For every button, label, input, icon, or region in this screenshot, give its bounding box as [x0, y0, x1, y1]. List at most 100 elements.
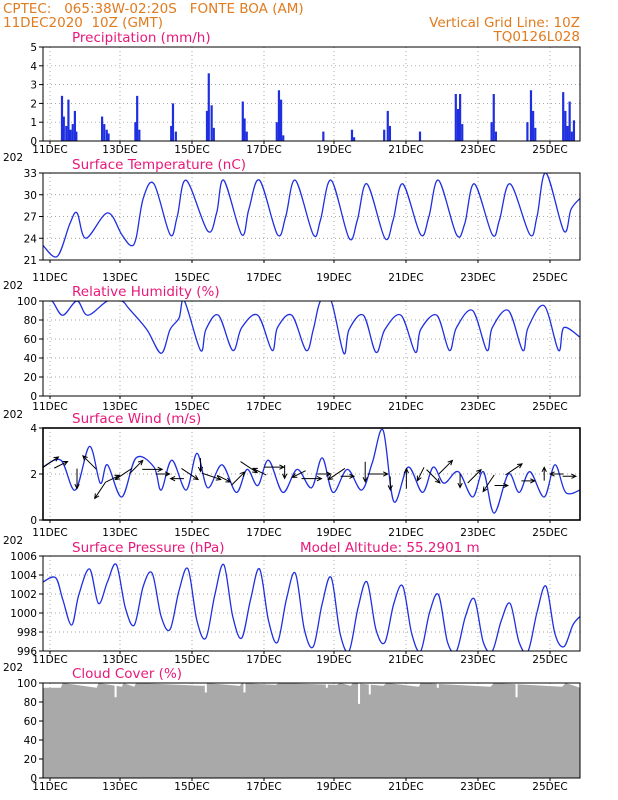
- xtick-label-4: 19DEC: [316, 654, 351, 666]
- xtick-label-3: 17DEC: [246, 654, 281, 666]
- xtick-label-3: 17DEC: [246, 401, 281, 413]
- precip-bar-20: [210, 105, 213, 141]
- ytick-label-2: 2: [30, 98, 37, 110]
- precip-bar-45: [532, 110, 535, 141]
- xtick-label-0: 11DEC: [32, 654, 67, 666]
- ytick-label-1: 2: [30, 469, 37, 481]
- ytick-label-3: 1002: [10, 589, 37, 601]
- xtick-label-5: 21DEC: [388, 401, 423, 413]
- wind-vector-32: [457, 474, 463, 489]
- plot-frame: [42, 555, 581, 652]
- wind-vector-6: [114, 468, 133, 481]
- wind-vector-37: [521, 478, 536, 484]
- plot-frame: [42, 427, 581, 521]
- wind-vector-3: [82, 455, 97, 470]
- wind-vector-34: [482, 474, 495, 493]
- xtick-label-5: 21DEC: [388, 781, 423, 793]
- ytick-label-1: 1: [30, 117, 37, 129]
- wind-vector-1: [54, 460, 69, 469]
- ytick-label-0: 21: [24, 255, 37, 267]
- xtick-label-2: 15DEC: [174, 781, 209, 793]
- precip-bar-23: [243, 118, 246, 141]
- wind-vector-11: [181, 468, 200, 481]
- precip-bar-21: [212, 127, 215, 141]
- cloud-gap-0: [114, 683, 117, 698]
- wind-vector-18: [263, 464, 286, 470]
- xtick-label-1: 13DEC: [102, 144, 137, 156]
- panel-precipitation: 0 1 2 3 4 5 11DEC 13DEC 15DEC 17DEC 19DEC 21DEC 23DE…: [3, 30, 581, 164]
- precip-bar-51: [570, 131, 573, 141]
- ytick-label-1: 20: [24, 754, 37, 766]
- panel-humidity: 0 20 40 60 80 100 11DEC 13DEC 15DEC 17DEC 19DEC 21D…: [3, 284, 581, 421]
- wind-line: [43, 428, 580, 514]
- wind-vector-15: [231, 471, 246, 486]
- xtick-label-2: 15DEC: [174, 144, 209, 156]
- wind-vector-26: [367, 471, 389, 477]
- xtick-label-4: 19DEC: [316, 272, 351, 284]
- panel-cloud-cover: 0 20 40 60 80 100 11DEC 13DEC 15DEC 17DEC 19DEC 21D…: [17, 666, 581, 793]
- precip-bar-5: [71, 124, 74, 141]
- panel-pressure: 996 998 1000 1002 1004 1006 11DEC 13DEC 15DEC 17D…: [3, 540, 581, 674]
- precip-bar-43: [526, 122, 529, 141]
- ytick-label-3: 60: [24, 716, 37, 728]
- precip-bar-1: [62, 116, 65, 141]
- xtick-label-1: 13DEC: [102, 654, 137, 666]
- wind-vector-4: [94, 481, 107, 500]
- precip-bar-41: [492, 94, 495, 141]
- precip-bar-15: [170, 125, 173, 141]
- plot-frame: [42, 46, 581, 142]
- panel-title: Cloud Cover (%): [72, 666, 182, 682]
- wind-vector-9: [156, 471, 171, 477]
- ytick-label-2: 40: [24, 735, 37, 747]
- pressure-line: [43, 563, 580, 651]
- ytick-label-0: 996: [17, 646, 37, 658]
- precip-bar-25: [275, 122, 278, 141]
- xtick-label-6: 23DEC: [460, 654, 495, 666]
- precip-bar-33: [386, 110, 389, 141]
- precip-bar-28: [282, 135, 285, 141]
- xtick-label-7: 25DEC: [532, 272, 567, 284]
- xtick-label-0: 11DEC: [32, 401, 67, 413]
- precip-bar-3: [67, 99, 70, 141]
- xtick-label-1: 13DEC: [102, 527, 137, 539]
- cloud-gap-5: [368, 683, 371, 695]
- xtick-label-6: 23DEC: [460, 144, 495, 156]
- series-precipitation: [60, 73, 576, 141]
- panels: 0 1 2 3 4 5 11DEC 13DEC 15DEC 17DEC 19DEC 21DEC 23DE…: [3, 30, 581, 793]
- xtick-label-6: 23DEC: [460, 781, 495, 793]
- header-model-code: TQ0126L028: [492, 29, 580, 45]
- header-run-time: 11DEC2020 10Z (GMT): [3, 15, 163, 31]
- wind-vector-23: [327, 468, 346, 481]
- xtick-label-2: 15DEC: [174, 272, 209, 284]
- precip-bar-44: [529, 90, 533, 141]
- header-station: CPTEC: 065:38W-02:20S FONTE BOA (AM): [3, 1, 304, 17]
- panel-title: Surface Temperature (nC): [72, 157, 246, 173]
- ytick-label-2: 40: [24, 353, 37, 365]
- precip-bar-9: [103, 124, 106, 141]
- plot-frame: [42, 300, 581, 397]
- precip-bar-22: [241, 101, 244, 141]
- precip-bar-13: [136, 95, 139, 141]
- wind-vector-35: [494, 482, 510, 489]
- xtick-label-2: 15DEC: [174, 527, 209, 539]
- cloud-gap-7: [515, 683, 518, 698]
- cloud-gap-4: [358, 683, 361, 704]
- xtick-label-3: 17DEC: [246, 781, 281, 793]
- xtick-label-7: 25DEC: [532, 781, 567, 793]
- precip-bar-31: [353, 137, 356, 141]
- xtick-label-4: 19DEC: [316, 144, 351, 156]
- xtick-label-7: 25DEC: [532, 654, 567, 666]
- precip-bar-16: [171, 103, 175, 141]
- precip-bar-2: [65, 125, 68, 141]
- ytick-label-1: 998: [17, 627, 37, 639]
- header: CPTEC: 065:38W-02:20S FONTE BOA (AM) 11D…: [3, 1, 580, 45]
- year-label: 202: [3, 152, 23, 164]
- panel-title: Surface Wind (m/s): [72, 411, 201, 427]
- precip-bar-37: [456, 109, 460, 141]
- humidity-line: [43, 301, 580, 355]
- precip-bar-36: [454, 94, 457, 141]
- precip-bar-4: [69, 129, 72, 141]
- precip-bar-49: [566, 125, 569, 141]
- wind-vector-0: [43, 456, 60, 468]
- xtick-label-4: 19DEC: [316, 527, 351, 539]
